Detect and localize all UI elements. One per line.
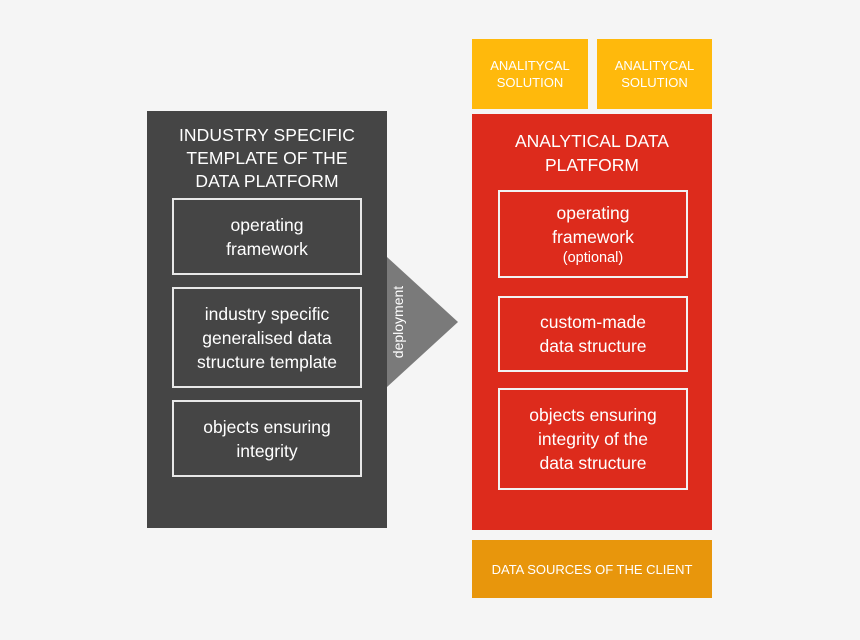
analytical-solution-box-1-label: ANALITYCAL SOLUTION bbox=[490, 58, 570, 90]
template-box-data-structure-template: industry specific generalised data struc… bbox=[172, 287, 362, 388]
platform-box-custom-made-data-structure-label: custom-made data structure bbox=[539, 312, 647, 356]
analytical-data-platform-panel-title: ANALYTICAL DATA PLATFORM bbox=[515, 131, 669, 175]
template-box-operating-framework-label: operating framework bbox=[226, 214, 308, 259]
deployment-arrow-icon bbox=[387, 257, 458, 387]
platform-box-operating-framework-label: operating framework bbox=[552, 202, 634, 247]
analytical-data-platform-panel: ANALYTICAL DATA PLATFORM operating frame… bbox=[472, 114, 712, 530]
platform-box-operating-framework: operating framework (optional) bbox=[498, 190, 688, 278]
template-box-objects-ensuring-integrity-label: objects ensuring integrity bbox=[203, 416, 331, 461]
industry-template-panel-title: INDUSTRY SPECIFIC TEMPLATE OF THE DATA P… bbox=[178, 125, 356, 191]
data-sources-bar-label: DATA SOURCES OF THE CLIENT bbox=[491, 561, 693, 577]
data-sources-bar: DATA SOURCES OF THE CLIENT bbox=[472, 540, 712, 598]
platform-box-custom-made-data-structure: custom-made data structure bbox=[498, 296, 688, 372]
analytical-solution-box-2-label: ANALITYCAL SOLUTION bbox=[614, 58, 695, 90]
platform-box-objects-ensuring-integrity: objects ensuring integrity of the data s… bbox=[498, 388, 688, 490]
industry-template-panel: INDUSTRY SPECIFIC TEMPLATE OF THE DATA P… bbox=[147, 111, 387, 528]
platform-box-operating-framework-sublabel: (optional) bbox=[562, 249, 624, 266]
template-box-objects-ensuring-integrity: objects ensuring integrity bbox=[172, 400, 362, 477]
template-box-operating-framework: operating framework bbox=[172, 198, 362, 275]
analytical-solution-box-2: ANALITYCAL SOLUTION bbox=[597, 39, 712, 109]
template-box-data-structure-template-label: industry specific generalised data struc… bbox=[196, 303, 338, 372]
analytical-solution-box-1: ANALITYCAL SOLUTION bbox=[472, 39, 588, 109]
platform-box-objects-ensuring-integrity-label: objects ensuring integrity of the data s… bbox=[529, 405, 657, 473]
